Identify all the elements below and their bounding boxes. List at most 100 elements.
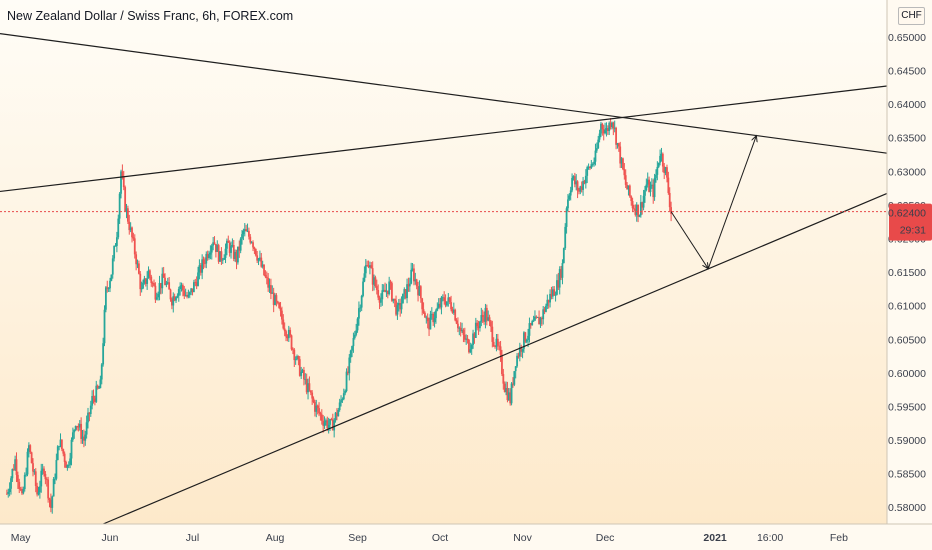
candle-body [331,419,334,431]
candle-body [510,383,513,404]
candle-body [227,240,230,243]
candle-body [628,185,631,197]
candle-body [579,186,582,192]
candle [480,307,483,327]
candle [337,407,340,417]
projection-layer [670,136,756,269]
candle [22,486,25,495]
candle [107,287,110,292]
price-tick-label: 0.58500 [888,469,926,481]
candle-body [410,269,413,284]
candle [221,257,224,264]
candle-body [144,278,147,284]
candle [95,380,98,404]
candle-body [503,383,506,393]
candle-body [465,338,468,340]
candle [619,141,622,169]
time-axis[interactable]: May Jun Jul Aug Sep Oct Nov Dec 2021 16:00 Feb [11,532,848,544]
candle [25,467,28,477]
projection-arrow[interactable] [707,136,756,269]
candle [98,385,100,389]
candle [344,389,347,396]
candle-body [347,371,349,374]
candle [32,458,34,477]
candle [314,399,316,417]
candle [573,172,576,188]
candle [534,310,536,321]
candle-body [248,230,250,237]
candle-body [66,465,69,468]
candle-body [49,500,52,508]
candle [307,378,309,400]
candle [627,185,630,196]
candle-body [565,208,568,227]
candle-body [432,313,435,323]
candle-body [667,177,670,193]
trendline-ascending-resistance[interactable] [0,85,888,193]
candle-body [303,369,305,380]
candle [336,408,338,421]
candle [529,322,532,329]
candle [11,468,14,482]
projection-arrow[interactable] [670,211,708,269]
candle-body [344,391,347,394]
candle [476,320,479,331]
candle [241,230,243,245]
candle [571,173,573,193]
candle-body [298,359,301,376]
candle-body [59,439,62,447]
candle-body [77,426,80,428]
candle-body [146,278,149,284]
time-tick-label: Nov [513,532,532,544]
candle [205,251,208,269]
candle [553,286,556,296]
candle [340,395,342,407]
candle [342,388,345,401]
candle-body [157,293,160,298]
trendline-ascending-support[interactable] [102,192,888,525]
candle-body [129,227,132,231]
candle-body [254,248,257,256]
candle [345,368,348,393]
candle-body [54,478,56,480]
candle-body [551,289,554,297]
candle [451,306,454,314]
candle-body [159,282,162,289]
candle [106,280,109,293]
price-axis[interactable]: 0.650000.645000.640000.635000.630000.625… [888,32,926,514]
candle-body [329,419,331,425]
candle [34,468,37,493]
candle [315,399,318,418]
candle [341,397,344,403]
trendline-descending-resistance[interactable] [0,32,888,154]
candle-body [120,171,122,194]
candle-body [122,176,125,188]
candle-body [397,302,400,306]
time-tick-label: Jul [186,532,199,544]
candle-body [327,424,330,429]
time-tick-label: May [11,532,32,544]
candle [642,189,645,211]
candle-body [624,175,627,185]
candle [392,298,395,304]
candle [395,295,397,317]
candle-body [205,253,208,264]
candle-body [38,486,41,493]
candle-body [367,265,370,268]
candle-body [417,286,419,296]
candle-body [58,446,61,448]
candle [539,316,542,328]
candle-body [446,301,448,306]
candle-body [670,207,672,214]
candle-body [518,347,521,357]
candle-body [498,345,501,347]
candle-body [18,481,21,489]
candle [499,340,502,362]
currency-button[interactable]: CHF [898,7,925,25]
candle [111,255,114,279]
candle [623,162,626,180]
candle-body [263,264,265,276]
candle [542,306,545,325]
